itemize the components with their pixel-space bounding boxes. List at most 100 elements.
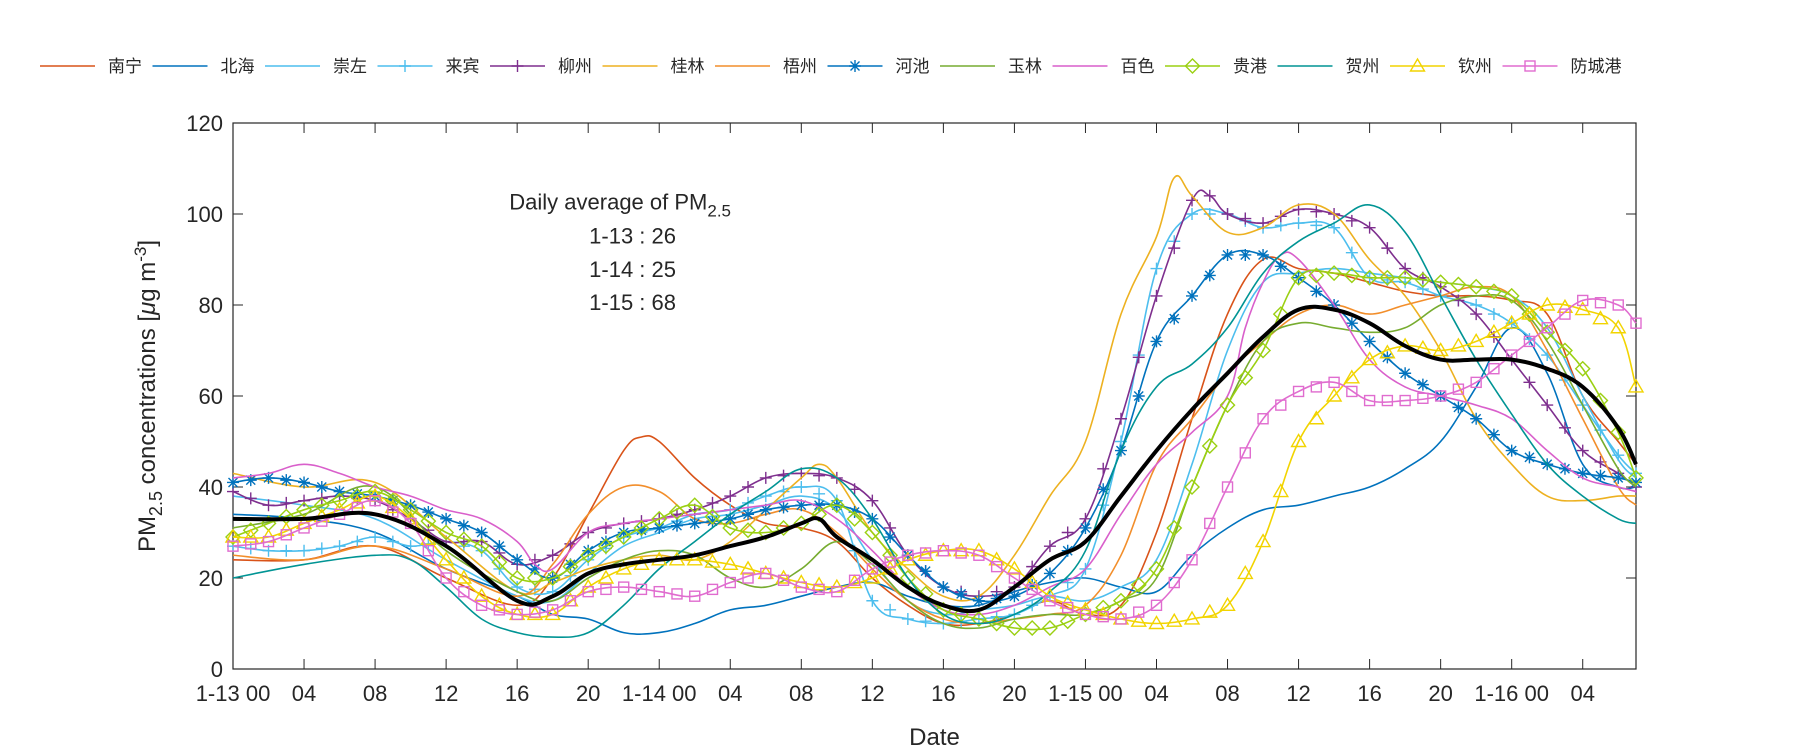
data-point (1023, 574, 1041, 589)
data-point (1310, 285, 1323, 298)
legend-item: 防城港 (1502, 57, 1622, 76)
data-point (599, 535, 612, 548)
data-point (1133, 606, 1145, 618)
data-point (1630, 476, 1642, 489)
annotation-line: 1-15 : 68 (589, 290, 676, 315)
data-point (1452, 401, 1465, 414)
data-point (1503, 314, 1520, 329)
data-point (298, 494, 311, 507)
x-tick-label: 08 (1215, 681, 1239, 706)
data-point (651, 510, 668, 527)
data-point (564, 558, 577, 571)
data-point (1204, 517, 1216, 530)
legend-label: 百色 (1121, 57, 1155, 76)
data-point (724, 576, 736, 589)
data-point (1290, 269, 1307, 286)
x-tick-label: 1-14 00 (622, 681, 697, 706)
legend-item: 柳州 (490, 57, 592, 76)
data-point (1414, 271, 1431, 288)
data-point (739, 560, 757, 575)
y-axis-title: PM2.5 concentrations [μg m-3] (131, 240, 166, 552)
data-point (1503, 287, 1520, 304)
data-point (1627, 378, 1645, 393)
data-point (1026, 583, 1038, 596)
data-point (740, 522, 757, 539)
data-point (973, 549, 985, 561)
data-point (635, 524, 648, 537)
data-point (1257, 413, 1269, 425)
y-tick-label: 100 (186, 202, 223, 227)
data-point (846, 510, 863, 527)
data-point (1397, 269, 1414, 286)
data-point (742, 572, 754, 584)
data-point (1612, 299, 1624, 311)
data-point (668, 504, 685, 521)
x-tick-label: 1-16 00 (1474, 681, 1549, 706)
data-point (1308, 410, 1325, 425)
legend-label: 梧州 (783, 57, 817, 76)
data-point (990, 560, 1003, 573)
data-point (1184, 479, 1200, 495)
data-point (813, 499, 826, 512)
series-10 (225, 265, 1644, 637)
data-point (813, 469, 826, 482)
data-point (1112, 592, 1129, 609)
data-point (917, 585, 934, 602)
data-point (224, 528, 242, 543)
legend-item: 梧州 (715, 57, 817, 76)
data-point (1467, 333, 1485, 348)
data-point (1523, 376, 1536, 389)
data-point (1541, 322, 1553, 334)
x-tick-label: 04 (1570, 681, 1594, 706)
data-point (917, 546, 934, 561)
data-point (313, 497, 330, 514)
data-point (298, 544, 311, 557)
data-point (1008, 590, 1021, 603)
data-point (1221, 481, 1234, 493)
data-point (1201, 438, 1218, 455)
data-point (1505, 444, 1518, 457)
data-point (704, 508, 721, 525)
data-point (919, 565, 932, 578)
data-point (1559, 308, 1571, 320)
data-point (813, 487, 826, 500)
y-tick-label: 40 (199, 475, 223, 500)
annotation-title: Daily average of PM2.5 (509, 189, 731, 220)
data-point (227, 476, 239, 489)
data-point (1630, 317, 1642, 329)
data-point (1166, 519, 1183, 536)
data-point (1328, 376, 1340, 389)
legend-item: 来宾 (377, 57, 480, 76)
data-point (1416, 283, 1429, 296)
data-point (491, 554, 508, 571)
data-point (298, 522, 310, 534)
data-point (1346, 385, 1358, 398)
x-tick-label: 20 (1002, 681, 1026, 706)
data-point (884, 531, 897, 544)
data-point (1363, 335, 1376, 348)
data-point (795, 481, 808, 493)
data-point (544, 570, 561, 586)
legend-label: 桂林 (671, 57, 705, 76)
data-point (1308, 267, 1325, 284)
data-point (706, 496, 719, 509)
data-point (262, 535, 275, 548)
data-point (386, 535, 399, 548)
data-point (901, 612, 914, 625)
legend-label: 钦州 (1458, 57, 1492, 76)
data-point (1310, 381, 1323, 393)
data-point (955, 547, 967, 559)
data-point (1574, 360, 1591, 377)
data-point (493, 604, 506, 616)
data-point (1612, 471, 1625, 484)
data-point (1576, 444, 1589, 457)
data-point (1610, 319, 1627, 334)
data-point (529, 606, 541, 618)
data-point (724, 512, 737, 525)
data-point (475, 599, 488, 611)
data-point (280, 474, 293, 487)
data-point (1576, 467, 1589, 480)
data-point (1219, 596, 1236, 611)
data-point (298, 476, 311, 489)
data-point (1272, 483, 1290, 498)
